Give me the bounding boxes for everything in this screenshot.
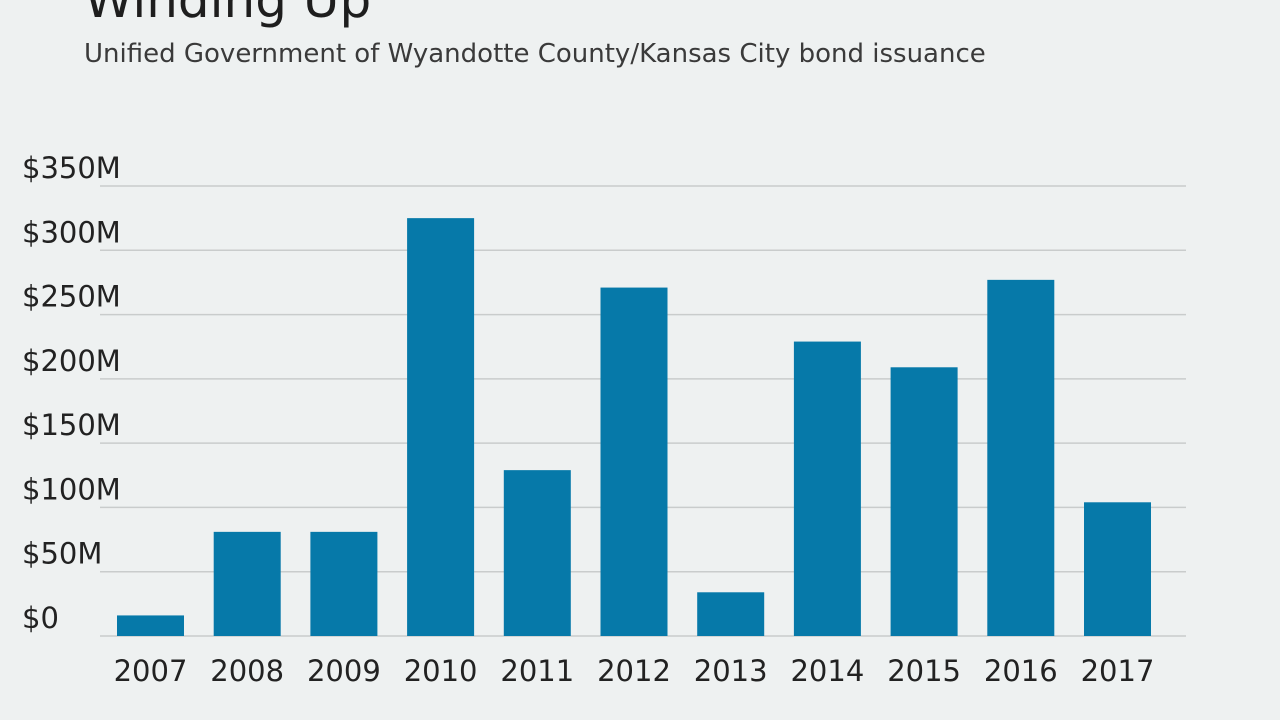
- bar-2013: [697, 592, 765, 636]
- x-tick-label: 2009: [307, 654, 381, 688]
- x-tick-label: 2015: [887, 654, 961, 688]
- bar-2007: [117, 615, 184, 636]
- bar-2010: [407, 218, 475, 636]
- x-tick-label: 2008: [210, 654, 284, 688]
- x-axis-tick-labels: 2007 2008 2009 2010 2011 2012 2013 2014 2015 2016…: [114, 654, 1155, 688]
- chart-title: Winding Up: [84, 0, 372, 29]
- x-tick-label: 2017: [1081, 654, 1155, 688]
- y-tick-label: $250M: [22, 280, 121, 314]
- bar-2012: [600, 287, 668, 636]
- x-tick-label: 2012: [597, 654, 671, 688]
- y-tick-label: $150M: [22, 408, 121, 442]
- x-tick-label: 2014: [790, 654, 864, 688]
- bar-2016: [987, 279, 1055, 636]
- y-tick-label: $200M: [22, 344, 121, 378]
- x-tick-label: 2010: [404, 654, 478, 688]
- y-tick-label: $100M: [22, 472, 121, 506]
- bar-2008: [213, 531, 281, 636]
- bar-2017: [1084, 502, 1151, 636]
- bars: [117, 218, 1151, 636]
- bar-2015: [890, 367, 958, 636]
- x-tick-label: 2007: [114, 654, 188, 688]
- x-tick-label: 2013: [694, 654, 768, 688]
- x-tick-label: 2011: [500, 654, 574, 688]
- x-tick-label: 2016: [984, 654, 1058, 688]
- bar-2011: [503, 470, 571, 636]
- y-tick-label: $50M: [22, 537, 102, 571]
- y-tick-label: $350M: [22, 151, 121, 185]
- y-axis-tick-labels: $0 $50M $100M $150M $200M $250M $300M $350M: [22, 151, 121, 635]
- y-tick-label: $0: [22, 601, 59, 635]
- chart-subtitle: Unified Government of Wyandotte County/K…: [84, 39, 986, 69]
- bar-2009: [310, 531, 378, 636]
- bar-2014: [793, 341, 861, 636]
- y-tick-label: $300M: [22, 215, 121, 249]
